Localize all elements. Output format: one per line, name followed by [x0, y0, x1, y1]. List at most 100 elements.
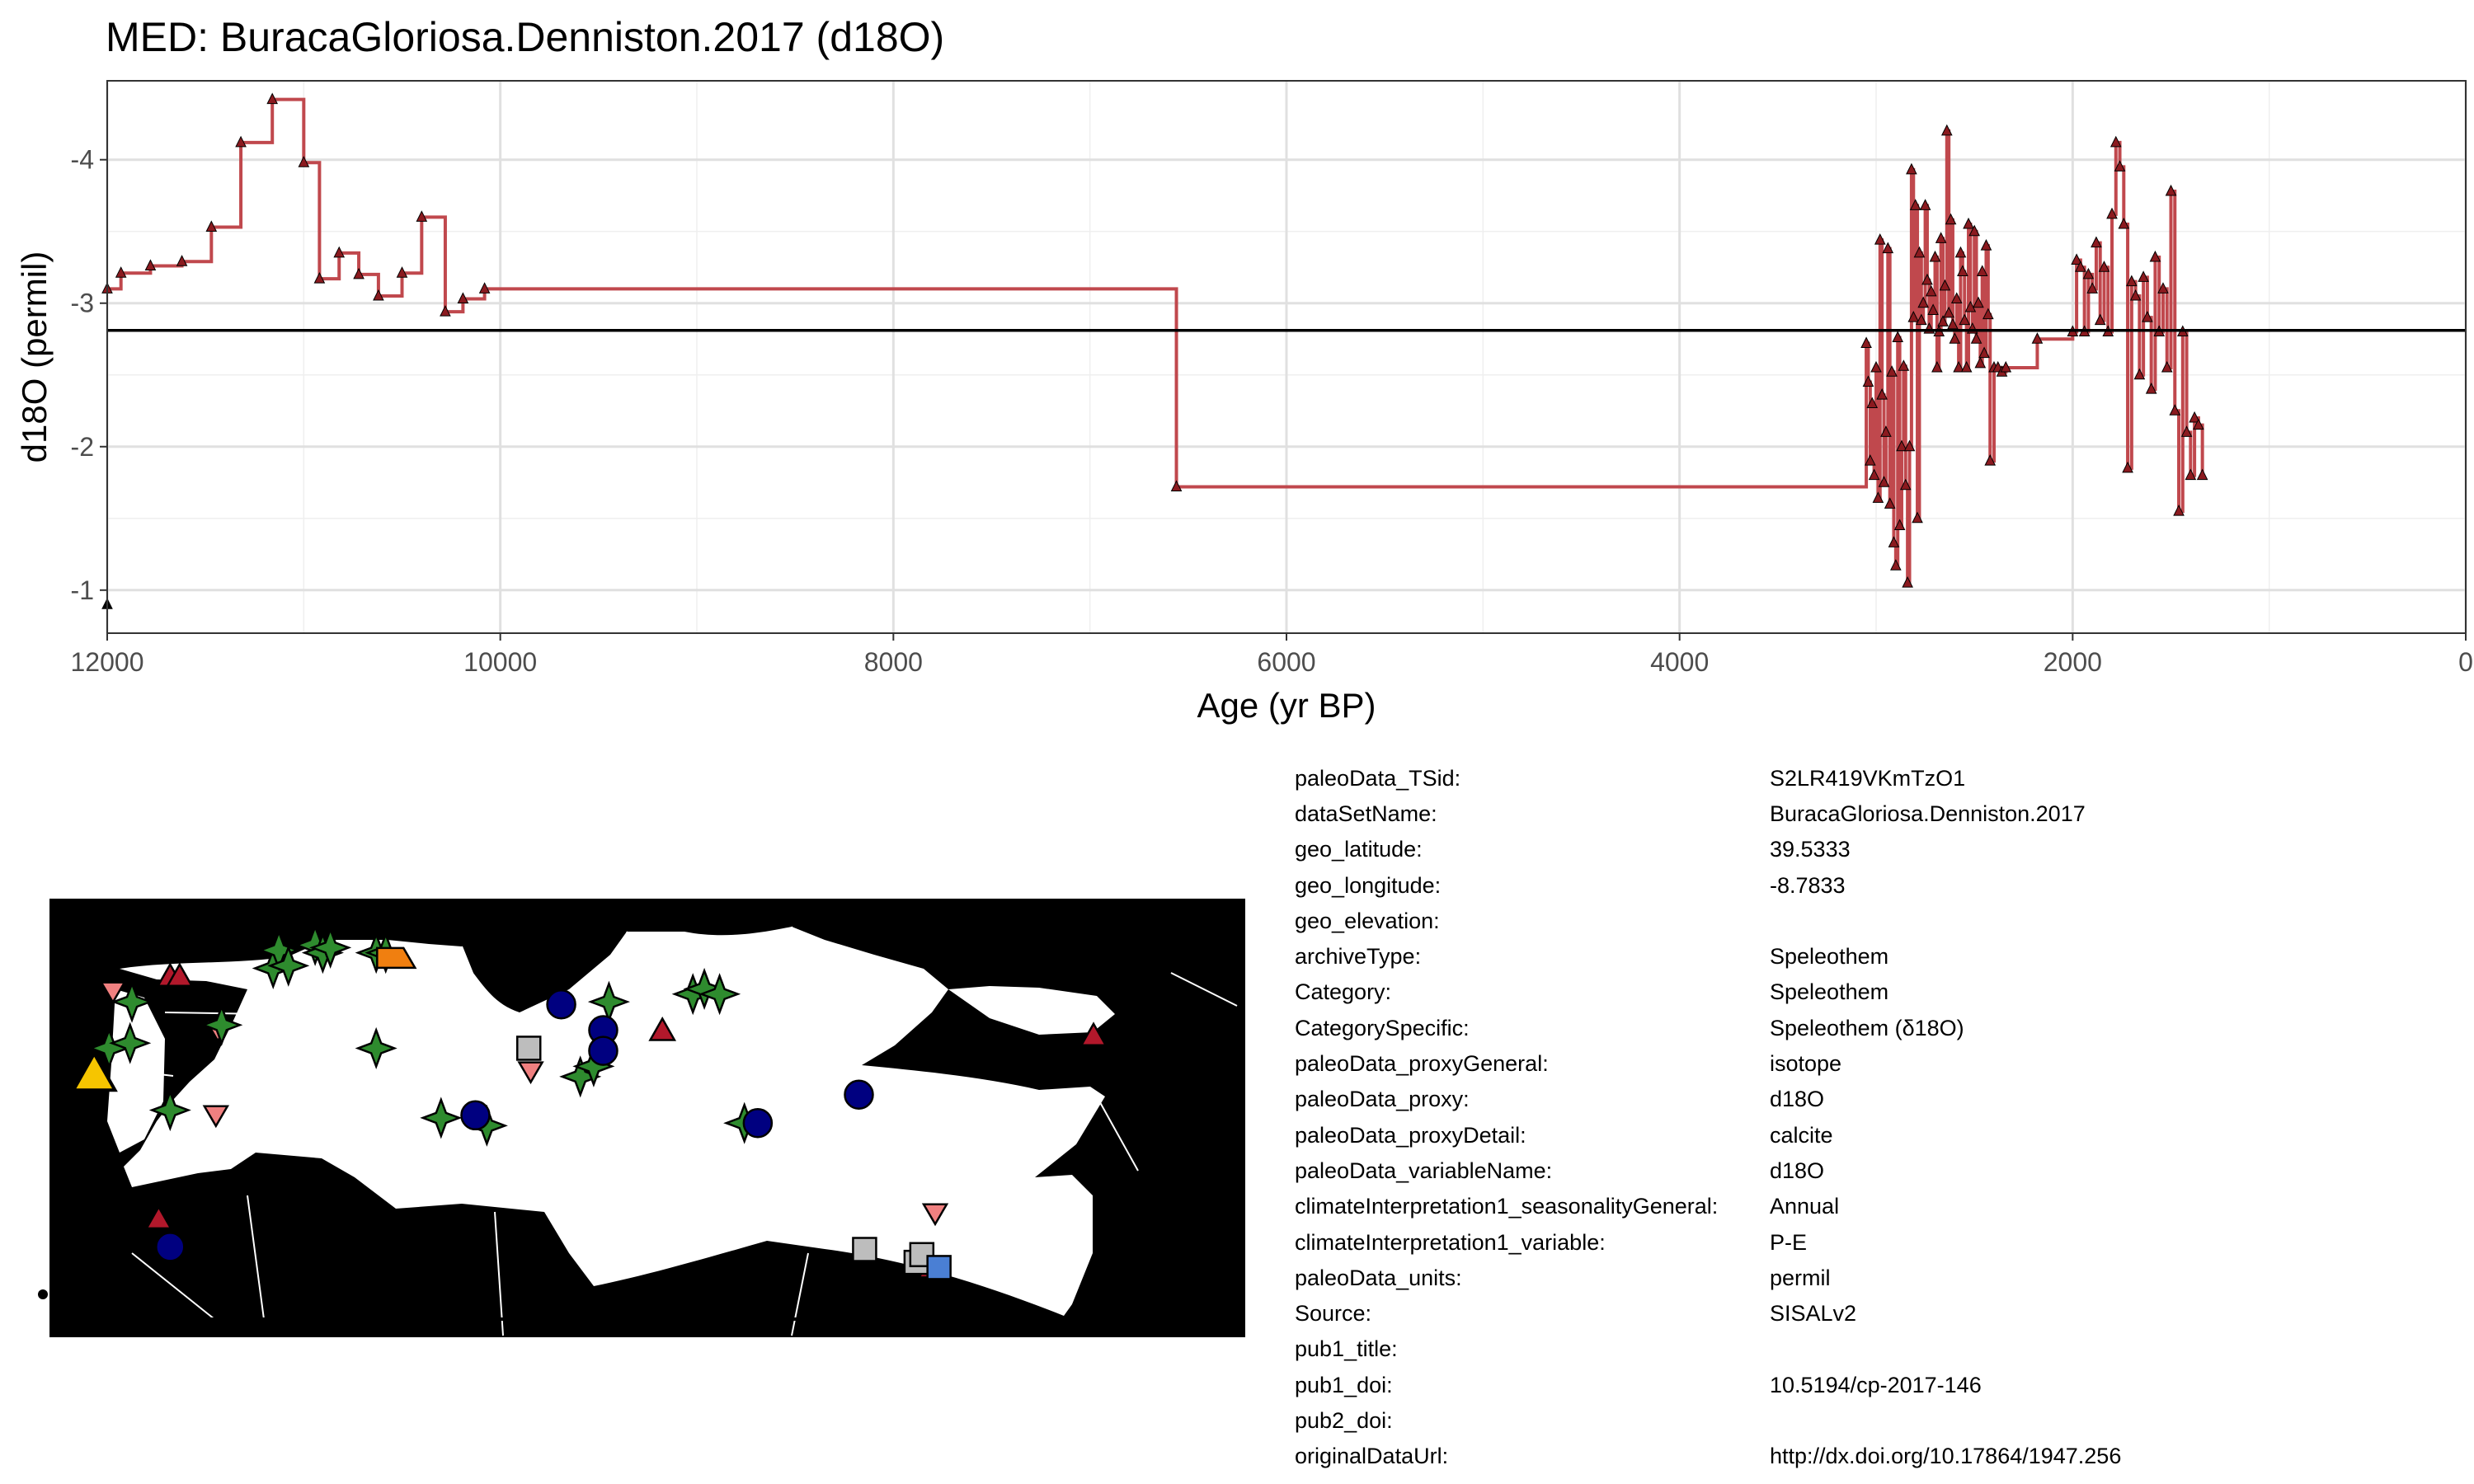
site-marker-triangle-up — [1079, 1021, 1108, 1046]
metadata-key: geo_elevation: — [1295, 908, 1440, 933]
data-point — [2169, 404, 2181, 416]
data-point — [2133, 368, 2146, 380]
metadata-row: archiveType: Speleothem — [1295, 938, 2466, 974]
metadata-row: Source: SISALv2 — [1295, 1295, 2466, 1331]
data-point — [2071, 253, 2082, 265]
data-point — [1878, 476, 1890, 487]
data-point — [115, 266, 127, 278]
metadata-key: geo_longitude: — [1295, 872, 1442, 898]
data-point — [2157, 282, 2169, 294]
map-frame — [55, 918, 1190, 1321]
metadata-row: geo_longitude: -8.7833 — [1295, 867, 2466, 903]
metadata-row: paleoData_proxyGeneral: isotope — [1295, 1045, 2466, 1081]
metadata-row: originalDataUrl: http://dx.doi.org/10.178… — [1295, 1439, 2466, 1474]
data-point — [1902, 575, 1913, 588]
data-point — [1919, 199, 1931, 210]
data-point — [1929, 250, 1941, 262]
metadata-value: BuracaGloriosa.Denniston.2017 — [1770, 801, 2086, 826]
data-point — [2161, 360, 2173, 373]
site-marker-star — [109, 1021, 152, 1064]
data-point — [2138, 270, 2149, 282]
metadata-key: pub1_doi: — [1295, 1372, 1393, 1397]
data-point — [2173, 504, 2185, 516]
metadata-value: http://dx.doi.org/10.17864/1947.256 — [1770, 1444, 2122, 1469]
metadata-row: paleoData_variableName: d18O — [1295, 1153, 2466, 1188]
data-point — [1870, 360, 1882, 373]
metadata-key: archiveType: — [1295, 944, 1422, 970]
site-marker-circle — [742, 1107, 774, 1139]
metadata-row: paleoData_proxy: d18O — [1295, 1082, 2466, 1117]
site-marker-triangle-up — [70, 1050, 118, 1092]
data-point — [1925, 284, 1937, 297]
site-marker-star — [420, 1097, 463, 1139]
data-point — [1957, 265, 1968, 276]
data-point — [2106, 207, 2118, 219]
data-point — [1976, 265, 1988, 276]
metadata-row: pub2_doi: — [1295, 1402, 2466, 1438]
y-tick-label: -2 — [71, 432, 94, 462]
metadata-row: dataSetName: BuracaGloriosa.Denniston.201… — [1295, 796, 2466, 831]
metadata-value: S2LR419VKmTzO1 — [1770, 765, 1966, 791]
data-point — [1921, 273, 1933, 285]
data-point — [1940, 124, 1953, 136]
data-point — [176, 255, 188, 266]
y-tick-label: -4 — [71, 145, 94, 175]
data-point — [1903, 439, 1916, 452]
data-point — [2075, 261, 2086, 272]
site-marker-triangle-down — [202, 1105, 230, 1129]
data-point — [1978, 346, 1990, 359]
data-point — [1964, 300, 1977, 312]
x-axis-title: Age (yr BP) — [1197, 686, 1376, 725]
metadata-key: dataSetName: — [1295, 801, 1437, 826]
site-marker-star — [587, 980, 630, 1023]
data-point — [2122, 461, 2133, 473]
data-point — [1909, 199, 1921, 210]
data-point — [1874, 233, 1886, 245]
site-marker-circle — [844, 1079, 874, 1111]
data-point — [235, 135, 247, 148]
data-point — [1935, 232, 1947, 243]
site-marker-star — [355, 1026, 397, 1070]
metadata-value: Speleothem — [1770, 944, 1889, 970]
data-point — [2086, 282, 2098, 294]
site-marker-parallelogram — [376, 946, 417, 970]
metadata-value: Speleothem — [1770, 979, 1889, 1005]
metadata-value: Annual — [1770, 1194, 1840, 1219]
metadata-row: climateInterpretation1_seasonalityGenera… — [1295, 1189, 2466, 1224]
grid-lines — [106, 81, 2467, 633]
data-point — [1882, 242, 1894, 254]
country-borders — [131, 926, 1238, 1336]
site-marker-star — [267, 944, 310, 987]
metadata-table: paleoData_TSid: S2LR419VKmTzO1 dataSetName… — [1295, 760, 2466, 1474]
data-point — [2082, 267, 2095, 279]
site-marker-square — [926, 1255, 952, 1280]
data-point — [2145, 383, 2157, 394]
data-point — [1960, 360, 1973, 373]
data-point — [333, 246, 346, 258]
x-tick-label: 8000 — [864, 647, 923, 677]
site-marker-circle — [460, 1100, 491, 1131]
site-marker-triangle-down — [517, 1061, 544, 1085]
land-mass — [49, 899, 1245, 1337]
site-marker-triangle-up — [648, 1017, 677, 1041]
x-tick-label: 12000 — [71, 647, 144, 677]
site-marker-circle — [155, 1232, 186, 1262]
site-marker-triangle-up — [144, 1205, 173, 1230]
data-point — [2109, 135, 2122, 148]
site-marker-star — [698, 973, 741, 1016]
metadata-value: Speleothem (δ18O) — [1770, 1015, 1964, 1040]
metadata-key: pub1_title: — [1295, 1336, 1398, 1362]
y-tick-label: -1 — [71, 575, 94, 605]
metadata-value: d18O — [1770, 1087, 1825, 1112]
data-point — [2118, 217, 2130, 229]
site-marker-star — [148, 1088, 191, 1132]
data-point — [1860, 336, 1872, 348]
data-point — [1170, 480, 1183, 491]
site-markers — [70, 923, 1108, 1280]
metadata-value: -8.7833 — [1770, 872, 1846, 898]
y-axis-ticks: -4 -3 -2 -1 — [71, 145, 107, 605]
metadata-row: paleoData_proxyDetail: calcite — [1295, 1117, 2466, 1153]
data-point — [2185, 468, 2197, 481]
metadata-value: SISALv2 — [1770, 1301, 1857, 1327]
metadata-row: geo_elevation: — [1295, 903, 2466, 938]
